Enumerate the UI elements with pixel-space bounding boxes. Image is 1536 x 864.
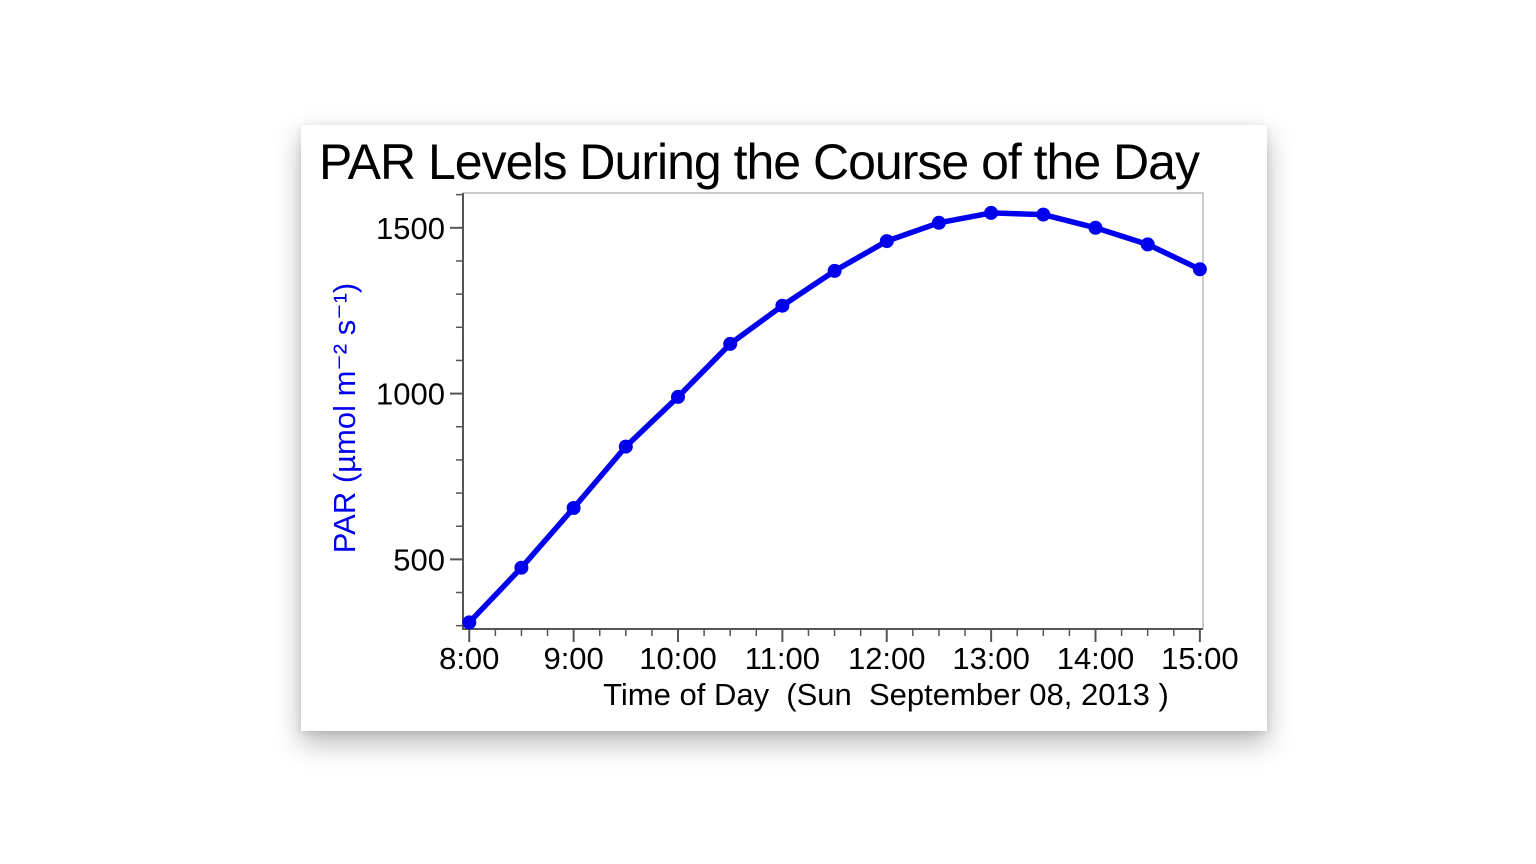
- data-point: [462, 615, 477, 630]
- plot-axes: [462, 193, 1203, 630]
- data-point: [931, 215, 946, 230]
- x-tick-label: 11:00: [745, 641, 820, 676]
- data-point: [1088, 220, 1103, 235]
- data-point: [984, 205, 999, 220]
- data-point: [671, 389, 685, 404]
- x-axis-label: Time of Day (Sun September 08, 2013 ): [603, 677, 1169, 712]
- chart-title: PAR Levels During the Course of the Day: [319, 134, 1200, 190]
- data-point: [566, 501, 581, 515]
- x-tick-label: 8:00: [439, 641, 499, 676]
- y-tick-label: 1000: [376, 377, 445, 412]
- x-tick-label: 9:00: [543, 641, 603, 676]
- data-point: [827, 263, 842, 278]
- y-tick-label: 1500: [376, 211, 445, 246]
- data-point: [1140, 237, 1155, 252]
- y-tick-labels: 500 1000 1500: [376, 211, 445, 578]
- x-tick-labels: 8:00 9:00 10:00 11:00 12:00 13:00 14:00 15:00: [439, 641, 1239, 676]
- data-point: [618, 439, 633, 454]
- y-axis-ticks: [450, 193, 463, 627]
- data-point-markers: [462, 205, 1207, 630]
- data-point: [879, 234, 894, 249]
- x-tick-label: 15:00: [1161, 641, 1239, 676]
- y-axis-label: PAR (µmol m⁻² s⁻¹): [327, 282, 362, 554]
- x-tick-label: 13:00: [952, 641, 1030, 676]
- y-tick-label: 500: [393, 542, 445, 577]
- data-point: [1192, 262, 1207, 277]
- plot-frame: [463, 192, 1204, 629]
- data-point: [723, 336, 738, 351]
- data-point: [1036, 207, 1051, 222]
- x-axis-ticks: [468, 629, 1201, 642]
- x-tick-label: 14:00: [1057, 641, 1135, 676]
- data-point: [514, 560, 529, 575]
- x-tick-label: 12:00: [848, 641, 926, 676]
- x-tick-label: 10:00: [639, 641, 717, 676]
- data-point: [775, 298, 790, 313]
- chart-card: PAR Levels During the Course of the Day …: [301, 125, 1267, 731]
- par-chart-canvas: 500 1000 1500 8:00 9:00 10:00 11:00 12:00 13:00 1…: [376, 192, 1239, 676]
